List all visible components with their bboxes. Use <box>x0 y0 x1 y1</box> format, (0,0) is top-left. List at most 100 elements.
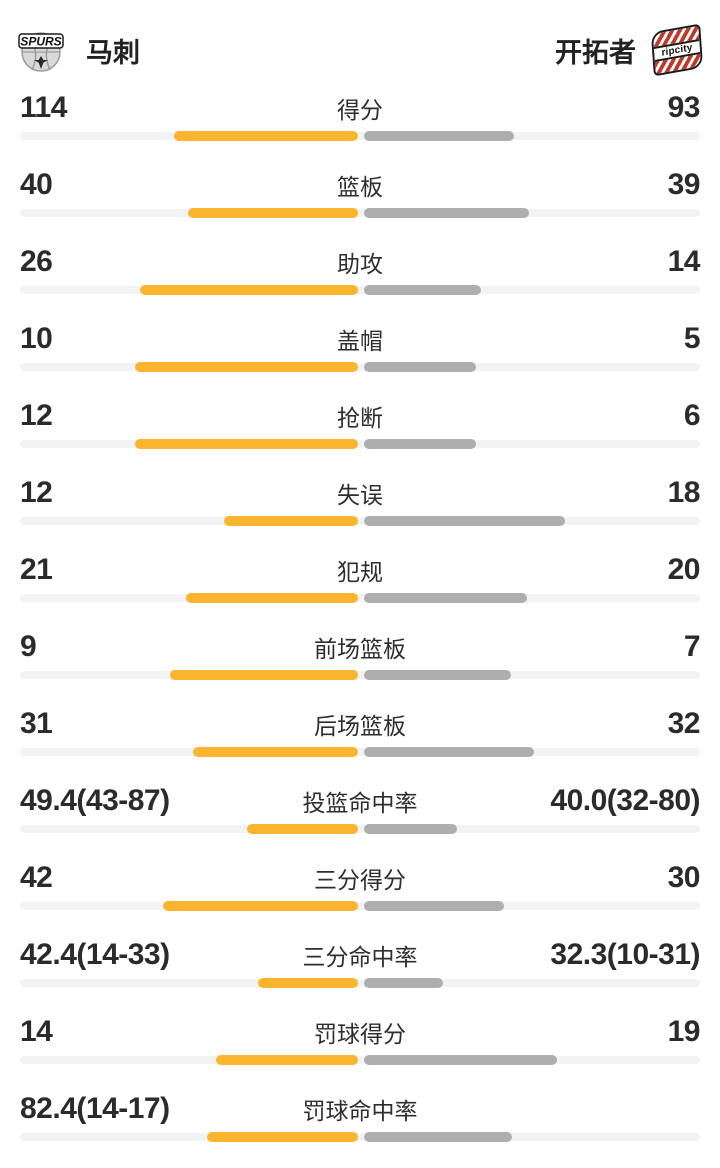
home-bar <box>193 747 358 757</box>
away-bar <box>364 516 565 526</box>
stat-bar-track <box>20 440 700 448</box>
stat-label: 三分得分 <box>314 867 406 893</box>
stat-bar-track <box>20 671 700 679</box>
home-bar <box>135 362 358 372</box>
away-bar <box>364 593 527 603</box>
stat-row: 9 前场篮板 7 <box>0 629 720 706</box>
home-value: 42.4(14-33) <box>20 938 170 971</box>
stat-bar-track <box>20 1133 700 1141</box>
home-bar <box>186 593 358 603</box>
home-bar <box>188 208 358 218</box>
stat-row: 14 罚球得分 19 <box>0 1014 720 1091</box>
away-bar <box>364 1132 512 1142</box>
home-value: 31 <box>20 707 53 740</box>
home-value: 49.4(43-87) <box>20 784 170 817</box>
home-bar <box>216 1055 358 1065</box>
away-bar <box>364 978 443 988</box>
stat-bar-track <box>20 363 700 371</box>
stat-label: 抢断 <box>337 405 383 431</box>
stat-label: 三分命中率 <box>302 944 418 970</box>
stat-label: 失误 <box>337 482 383 508</box>
stat-row: 10 盖帽 5 <box>0 321 720 398</box>
stats-list: 114 得分 93 40 篮板 39 26 助攻 14 <box>0 90 720 1168</box>
away-value: 5 <box>683 322 701 355</box>
away-bar <box>364 670 511 680</box>
stat-label: 后场篮板 <box>314 713 406 739</box>
away-bar <box>364 285 481 295</box>
spurs-logo-text: SPURS <box>20 35 61 49</box>
home-value: 12 <box>20 476 53 509</box>
stat-row: 26 助攻 14 <box>0 244 720 321</box>
blazers-logo-icon: ripcity <box>650 23 704 77</box>
stat-row: 42 三分得分 30 <box>0 860 720 937</box>
away-value: 6 <box>683 399 701 432</box>
home-team: SPURS 马刺 <box>18 26 140 74</box>
away-bar <box>364 1055 557 1065</box>
home-value: 21 <box>20 553 53 586</box>
away-value: 32 <box>667 707 701 740</box>
stat-row: 82.4(14-17) 罚球命中率 <box>0 1091 720 1168</box>
spurs-logo-icon: SPURS <box>18 32 64 72</box>
stat-row: 31 后场篮板 32 <box>0 706 720 783</box>
stat-row: 12 失误 18 <box>0 475 720 552</box>
stat-bar-track <box>20 286 700 294</box>
home-value: 10 <box>20 322 53 355</box>
away-value: 93 <box>667 91 701 124</box>
stat-label: 前场篮板 <box>314 636 406 662</box>
home-bar <box>140 285 358 295</box>
home-bar <box>247 824 358 834</box>
home-bar <box>207 1132 358 1142</box>
home-bar <box>224 516 358 526</box>
away-team: 开拓者 ripcity <box>555 23 704 77</box>
away-bar <box>364 208 529 218</box>
stat-bar-track <box>20 132 700 140</box>
stat-label: 投篮命中率 <box>302 790 418 816</box>
away-value: 19 <box>667 1015 701 1048</box>
away-value: 7 <box>683 630 701 663</box>
stat-bar-track <box>20 979 700 987</box>
home-bar <box>174 131 358 141</box>
away-bar <box>364 439 476 449</box>
home-bar <box>170 670 358 680</box>
home-value: 9 <box>20 630 37 663</box>
home-bar <box>258 978 358 988</box>
stat-bar-track <box>20 209 700 217</box>
home-value: 114 <box>20 91 67 124</box>
away-value: 39 <box>667 168 701 201</box>
away-value: 40.0(32-80) <box>550 784 700 817</box>
away-bar <box>364 362 476 372</box>
stat-bar-track <box>20 594 700 602</box>
stat-row: 40 篮板 39 <box>0 167 720 244</box>
stat-bar-track <box>20 517 700 525</box>
away-value: 18 <box>667 476 701 509</box>
stat-bar-track <box>20 902 700 910</box>
home-value: 26 <box>20 245 53 278</box>
stat-label: 篮板 <box>337 174 383 200</box>
stat-label: 罚球得分 <box>314 1021 406 1047</box>
stat-row: 114 得分 93 <box>0 90 720 167</box>
away-bar <box>364 824 457 834</box>
home-team-name: 马刺 <box>86 37 140 68</box>
home-value: 12 <box>20 399 53 432</box>
away-team-name: 开拓者 <box>555 37 636 68</box>
home-value: 14 <box>20 1015 53 1048</box>
away-bar <box>364 747 534 757</box>
away-value: 20 <box>667 553 701 586</box>
stat-row: 12 抢断 6 <box>0 398 720 475</box>
home-bar <box>135 439 358 449</box>
stat-bar-track <box>20 748 700 756</box>
stat-label: 罚球命中率 <box>302 1098 418 1124</box>
stat-label: 助攻 <box>337 251 383 277</box>
stat-row: 21 犯规 20 <box>0 552 720 629</box>
away-value: 32.3(10-31) <box>550 938 700 971</box>
stat-row: 42.4(14-33) 三分命中率 32.3(10-31) <box>0 937 720 1014</box>
stat-row: 49.4(43-87) 投篮命中率 40.0(32-80) <box>0 783 720 860</box>
home-value: 42 <box>20 861 53 894</box>
stat-bar-track <box>20 825 700 833</box>
away-value: 14 <box>667 245 701 278</box>
home-value: 40 <box>20 168 53 201</box>
stat-bar-track <box>20 1056 700 1064</box>
stat-label: 得分 <box>337 97 383 123</box>
away-bar <box>364 901 504 911</box>
away-bar <box>364 131 514 141</box>
